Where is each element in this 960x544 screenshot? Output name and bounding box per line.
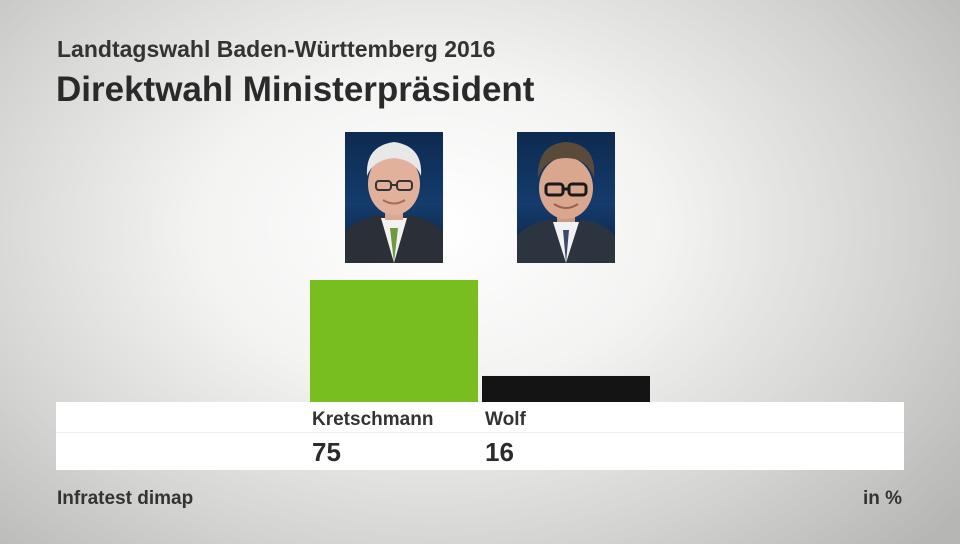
candidate-portrait-wolf [517,132,615,263]
category-label-kretschmann: Kretschmann [312,409,434,430]
value-label-wolf: 16 [485,437,514,467]
label-divider [56,432,904,433]
source-label: Infratest dimap [57,488,194,509]
candidate-portrait-kretschmann [345,132,443,263]
bar-wolf [482,375,650,402]
chart-subtitle: Landtagswahl Baden-Württemberg 2016 [57,36,496,62]
value-label-kretschmann: 75 [312,437,341,467]
label-band [56,402,904,470]
category-label-wolf: Wolf [485,409,526,430]
unit-label: in % [862,488,902,509]
bar-kretschmann [310,280,478,402]
chart-title: Direktwahl Ministerpräsident [56,70,535,109]
